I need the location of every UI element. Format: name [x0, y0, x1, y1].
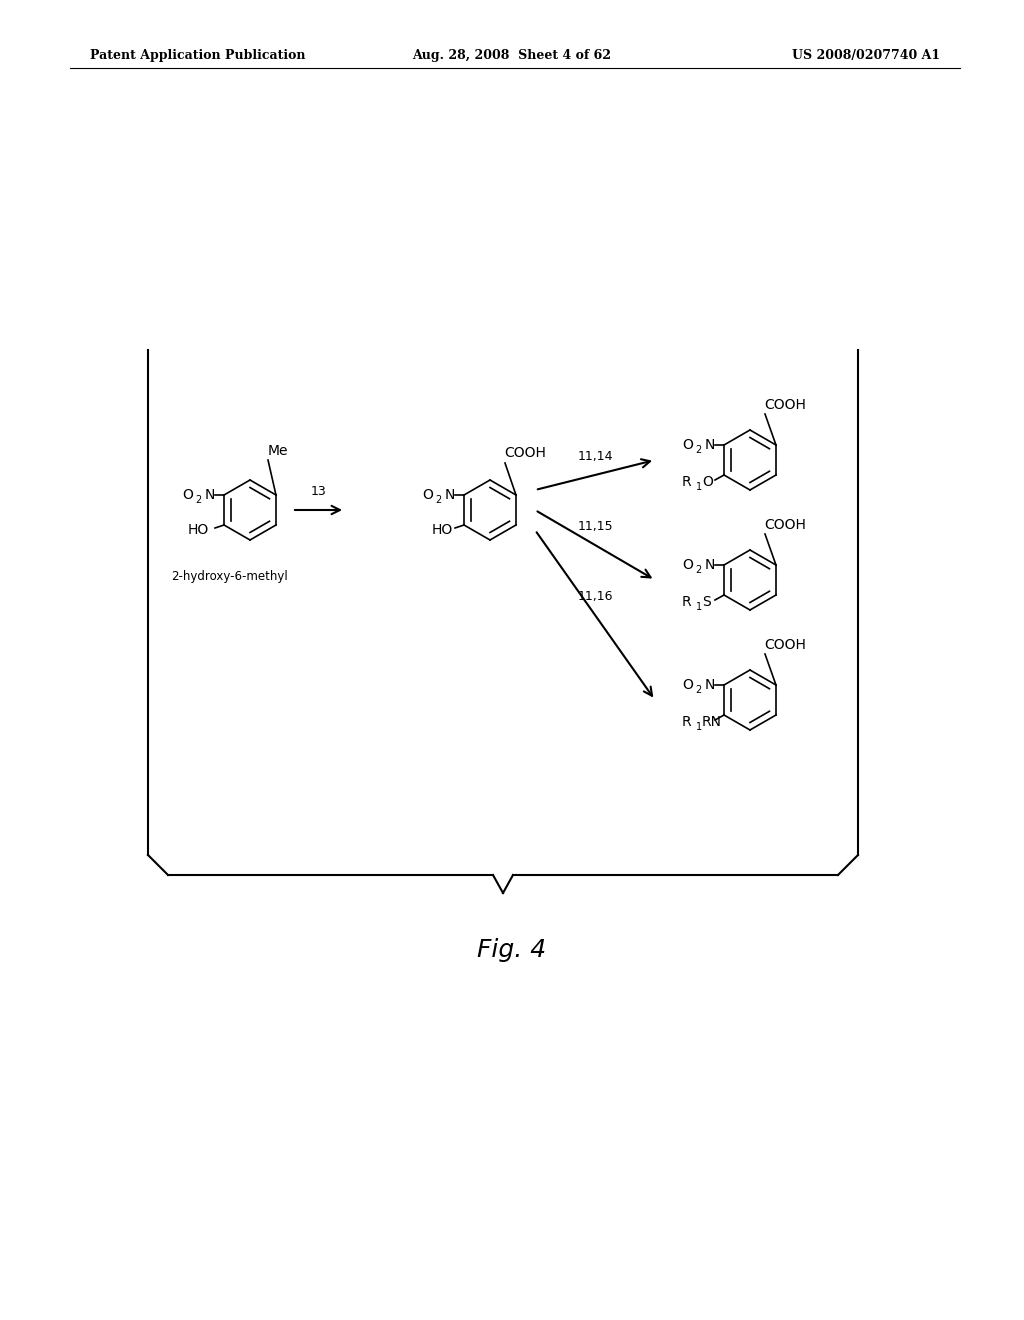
Text: R: R — [682, 715, 691, 729]
Text: N: N — [705, 438, 716, 451]
Text: 2-hydroxy-6-methyl: 2-hydroxy-6-methyl — [172, 570, 289, 583]
Text: 11,15: 11,15 — [578, 520, 612, 533]
Text: O: O — [682, 438, 693, 451]
Text: COOH: COOH — [764, 399, 806, 412]
Text: Aug. 28, 2008  Sheet 4 of 62: Aug. 28, 2008 Sheet 4 of 62 — [413, 49, 611, 62]
Text: Patent Application Publication: Patent Application Publication — [90, 49, 305, 62]
Text: 2: 2 — [695, 565, 701, 576]
Text: Fig. 4: Fig. 4 — [477, 939, 547, 962]
Text: 1: 1 — [696, 722, 702, 733]
Text: 13: 13 — [310, 484, 327, 498]
Text: COOH: COOH — [764, 517, 806, 532]
Text: HO: HO — [432, 523, 454, 537]
Text: 1: 1 — [696, 482, 702, 492]
Text: O: O — [422, 488, 433, 502]
Text: S: S — [702, 595, 711, 609]
Text: N: N — [205, 488, 215, 502]
Text: 11,14: 11,14 — [578, 450, 612, 463]
Text: N: N — [705, 558, 716, 572]
Text: 2: 2 — [695, 445, 701, 455]
Text: COOH: COOH — [764, 638, 806, 652]
Text: O: O — [682, 558, 693, 572]
Text: US 2008/0207740 A1: US 2008/0207740 A1 — [792, 49, 940, 62]
Text: N: N — [445, 488, 456, 502]
Text: N: N — [705, 678, 716, 692]
Text: 11,16: 11,16 — [578, 590, 612, 603]
Text: R: R — [682, 475, 691, 488]
Text: R: R — [682, 595, 691, 609]
Text: O: O — [682, 678, 693, 692]
Text: O: O — [182, 488, 193, 502]
Text: COOH: COOH — [504, 446, 546, 459]
Text: 2: 2 — [435, 495, 441, 506]
Text: Me: Me — [268, 444, 289, 458]
Text: O: O — [702, 475, 713, 488]
Text: RN: RN — [702, 715, 722, 729]
Text: 2: 2 — [695, 685, 701, 696]
Text: 2: 2 — [195, 495, 202, 506]
Text: 1: 1 — [696, 602, 702, 612]
Text: HO: HO — [188, 523, 209, 537]
